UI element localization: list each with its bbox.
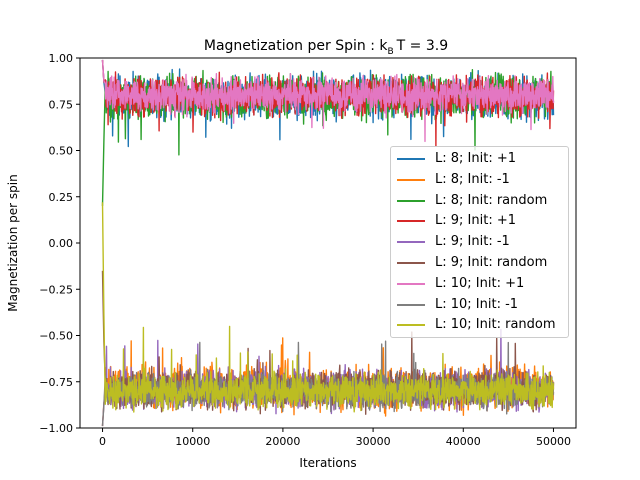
x-tick-label: 50000 xyxy=(536,435,571,448)
y-tick-label: −0.50 xyxy=(39,330,73,343)
legend-item: L: 9; Init: +1 xyxy=(391,212,570,230)
legend-swatch xyxy=(397,262,425,264)
legend-swatch xyxy=(397,241,425,244)
x-tick-label: 40000 xyxy=(446,435,481,448)
legend-label: L: 8; Init: -1 xyxy=(435,171,510,187)
series-line xyxy=(101,59,555,147)
legend-item: L: 10; Init: random xyxy=(391,316,570,334)
x-axis-ticks: 0 10000 20000 30000 40000 50000 xyxy=(99,428,571,448)
legend-item: L: 8; Init: +1 xyxy=(391,150,570,168)
chart-title: Magnetization per Spin : kB T = 3.9 xyxy=(204,38,448,57)
legend-swatch xyxy=(397,324,425,327)
legend-swatch xyxy=(397,199,425,202)
legend-label: L: 9; Init: random xyxy=(435,255,548,270)
chart-title-tail: T = 3.9 xyxy=(396,38,448,54)
legend-swatch xyxy=(397,303,425,306)
legend-label: L: 10; Init: +1 xyxy=(435,275,525,291)
legend-item: L: 9; Init: random xyxy=(391,254,570,272)
y-tick-label: 1.00 xyxy=(49,52,74,65)
legend-swatch xyxy=(397,158,425,160)
legend-item: L: 9; Init: -1 xyxy=(391,233,570,251)
x-tick-label: 20000 xyxy=(265,435,300,448)
legend-label: L: 9; Init: -1 xyxy=(435,234,510,250)
legend-label: L: 10; Init: random xyxy=(435,317,556,333)
legend-label: L: 10; Init: -1 xyxy=(435,296,519,312)
y-tick-label: 0.50 xyxy=(49,145,74,158)
legend-label: L: 8; Init: random xyxy=(435,192,548,208)
legend-item: L: 8; Init: -1 xyxy=(391,171,570,189)
y-axis-label: Magnetization per spin xyxy=(6,174,20,311)
x-tick-label: 30000 xyxy=(356,435,391,448)
x-tick-label: 10000 xyxy=(175,435,210,448)
legend-swatch xyxy=(397,220,425,223)
legend-item: L: 10; Init: -1 xyxy=(391,296,570,314)
series-line xyxy=(101,202,555,413)
y-tick-label: −0.75 xyxy=(39,376,73,389)
y-tick-label: −1.00 xyxy=(39,422,73,435)
x-axis-label: Iterations xyxy=(299,456,356,470)
x-tick-label: 0 xyxy=(99,435,106,448)
y-tick-label: −0.25 xyxy=(39,283,73,296)
legend-label: L: 8; Init: +1 xyxy=(435,151,516,166)
legend-item: L: 8; Init: random xyxy=(391,192,570,210)
legend-swatch xyxy=(397,178,425,181)
legend-label: L: 9; Init: +1 xyxy=(435,213,516,229)
y-tick-label: 0.00 xyxy=(49,237,74,250)
y-tick-label: 0.75 xyxy=(49,98,74,111)
chart-title-main: Magnetization per Spin : k xyxy=(204,38,388,54)
legend: L: 8; Init: +1 L: 8; Init: -1 L: 8; Init: … xyxy=(390,146,569,338)
legend-item: L: 10; Init: +1 xyxy=(391,275,570,293)
chart-title-sub: B xyxy=(387,47,393,57)
series-line xyxy=(101,59,555,143)
y-axis-ticks: −1.00 −0.75 −0.50 −0.25 0.00 0.25 0.50 0.75 1.00 xyxy=(39,52,80,435)
plot-area xyxy=(101,59,555,427)
legend-swatch xyxy=(397,282,425,285)
y-tick-label: 0.25 xyxy=(49,191,74,204)
